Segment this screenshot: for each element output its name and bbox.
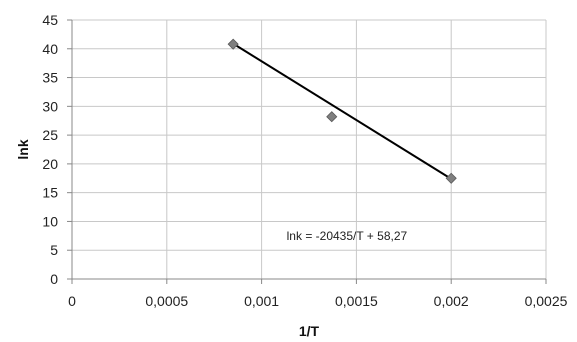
grid-lines (72, 19, 547, 279)
trendline-layer (232, 42, 452, 180)
x-tick-labels: 0 0,0005 0,001 0,0015 0,002 0,0025 (68, 293, 568, 309)
x-tick-label: 0,0015 (335, 293, 378, 309)
x-tick-label: 0,002 (434, 293, 469, 309)
y-tick-labels: 0 5 10 15 20 25 30 35 40 45 (42, 12, 58, 287)
axes (67, 19, 547, 284)
y-tick-label: 15 (42, 185, 58, 201)
data-point (326, 111, 338, 123)
y-tick-label: 35 (42, 70, 58, 86)
y-tick-label: 20 (42, 156, 58, 172)
x-tick-label: 0,001 (244, 293, 279, 309)
x-axis-label: 1/T (299, 323, 320, 339)
y-tick-label: 10 (42, 213, 58, 229)
y-tick-label: 40 (42, 41, 58, 57)
y-tick-label: 5 (50, 242, 58, 258)
data-point (227, 38, 239, 50)
x-tick-label: 0,0025 (525, 293, 568, 309)
y-tick-label: 25 (42, 127, 58, 143)
data-point (445, 172, 457, 184)
y-tick-label: 30 (42, 98, 58, 114)
y-axis-label: lnk (15, 139, 31, 159)
x-tick-label: 0,0005 (145, 293, 188, 309)
data-points (227, 38, 457, 184)
y-tick-label: 0 (50, 271, 58, 287)
y-tick-label: 45 (42, 12, 58, 28)
x-tick-label: 0 (68, 293, 76, 309)
trendline (232, 42, 452, 180)
trendline-equation: lnk = -20435/T + 58,27 (287, 229, 408, 243)
